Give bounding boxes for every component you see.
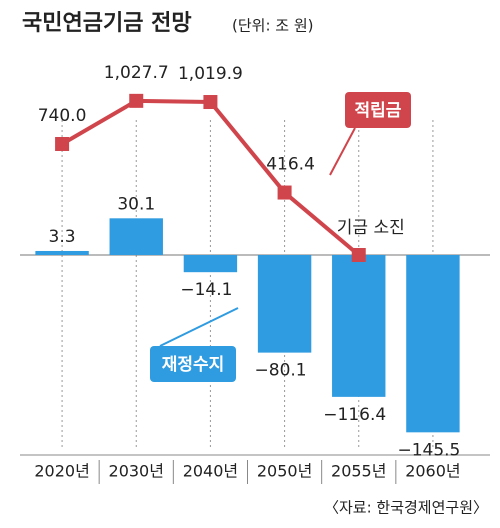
x-tick-label: 2020년 [34, 462, 89, 481]
bar [35, 250, 89, 255]
legend-box [345, 92, 411, 128]
x-tick-label: 2055년 [331, 462, 386, 481]
x-tick-label: 2050년 [257, 462, 312, 481]
annotation: 기금 소진 [337, 218, 405, 238]
line-marker [351, 248, 366, 262]
bar [109, 218, 163, 255]
bar [183, 255, 238, 273]
bar-value-label: −145.5 [397, 440, 460, 460]
bar-value-label: −80.1 [255, 361, 307, 381]
bar [257, 255, 312, 353]
x-tick-label: 2060년 [405, 462, 460, 481]
chart-subtitle: (단위: 조 원) [232, 17, 314, 35]
legend-pointer [159, 307, 239, 347]
line-marker [277, 185, 292, 200]
source: 〈자료: 한국경제연구원〉 [324, 499, 488, 517]
line-value-label: 740.0 [38, 106, 87, 126]
bar-value-label: −14.1 [180, 280, 232, 300]
line-marker [55, 137, 70, 151]
bar-value-label: 3.3 [49, 227, 76, 247]
line-marker [129, 93, 144, 108]
bar-value-label: 30.1 [117, 194, 155, 214]
legend-label: 적립금 [355, 101, 402, 121]
chart-title: 국민연금기금 전망 [22, 11, 192, 36]
line-value-label: 416.4 [266, 155, 315, 175]
line-value-label: 1,027.7 [104, 63, 169, 83]
legend-box [150, 346, 236, 382]
legend-label: 재정수지 [162, 355, 225, 375]
line-marker [203, 95, 218, 110]
bar [332, 255, 386, 397]
x-tick-label: 2030년 [109, 462, 164, 481]
bar-value-label: −116.4 [323, 405, 386, 425]
line-value-label: 1,019.9 [178, 64, 243, 84]
legend-pointer [329, 127, 356, 176]
x-tick-label: 2040년 [183, 462, 238, 481]
bar [406, 255, 460, 433]
